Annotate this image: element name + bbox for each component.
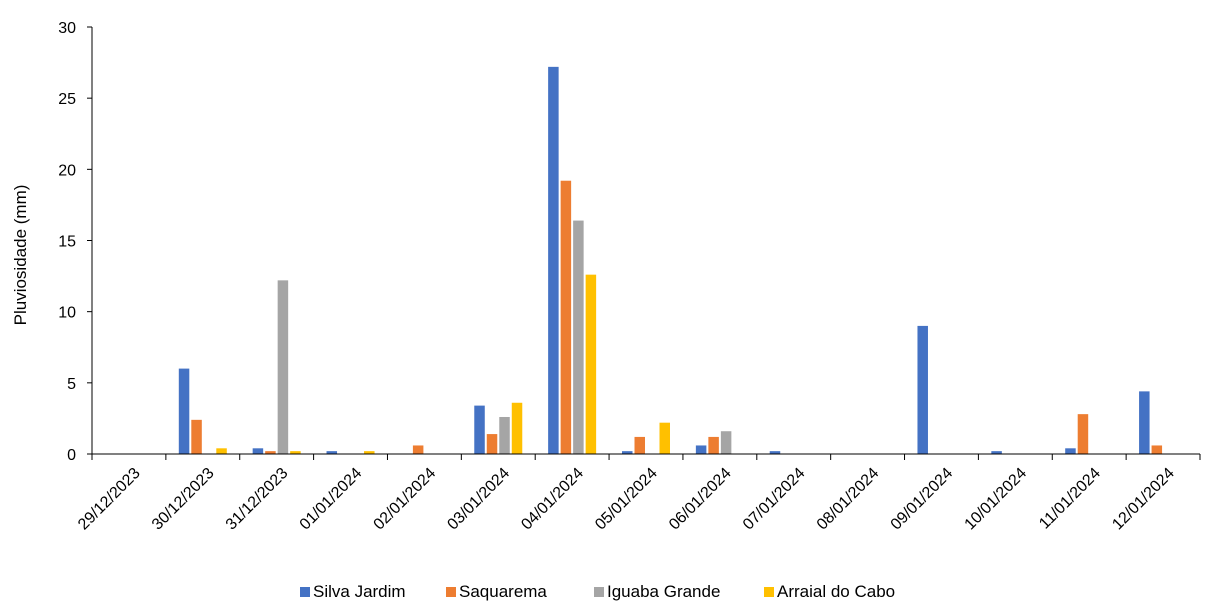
legend-swatch xyxy=(594,587,604,597)
legend-label: Silva Jardim xyxy=(313,582,406,601)
y-tick-label: 5 xyxy=(67,376,76,393)
x-tick-label: 03/01/2024 xyxy=(444,465,513,534)
bar xyxy=(548,66,559,454)
x-tick-label: 29/12/2023 xyxy=(75,465,144,534)
x-tick-label: 08/01/2024 xyxy=(814,465,883,534)
bar xyxy=(191,419,202,454)
y-tick-label: 25 xyxy=(58,91,76,108)
bar xyxy=(364,451,375,454)
bar xyxy=(560,180,572,454)
bar xyxy=(252,448,264,454)
x-tick-label: 11/01/2024 xyxy=(1036,465,1104,533)
x-tick-label: 02/01/2024 xyxy=(371,465,440,534)
bar xyxy=(511,402,523,454)
legend-label: Arraial do Cabo xyxy=(777,582,895,601)
bar xyxy=(290,451,301,454)
x-tick-label: 07/01/2024 xyxy=(740,465,809,534)
x-tick-label: 05/01/2024 xyxy=(592,465,661,534)
x-tick-label: 31/12/2023 xyxy=(223,465,292,534)
legend-item: Silva Jardim xyxy=(300,582,406,601)
y-axis-title: Pluviosidade (mm) xyxy=(11,185,30,326)
bar xyxy=(178,368,190,454)
legend-swatch xyxy=(764,587,774,597)
bar xyxy=(708,436,719,454)
bar xyxy=(622,451,633,454)
bar xyxy=(474,405,485,454)
bar xyxy=(769,451,781,454)
legend-item: Iguaba Grande xyxy=(594,582,720,601)
bar xyxy=(695,445,707,454)
bar xyxy=(1139,391,1150,454)
x-tick-label: 30/12/2023 xyxy=(149,465,218,534)
bar xyxy=(585,274,597,454)
x-tick-label: 12/01/2024 xyxy=(1109,465,1178,534)
bar xyxy=(326,451,338,454)
bar xyxy=(486,434,498,454)
bar xyxy=(659,422,670,454)
bar xyxy=(1065,448,1076,454)
y-tick-label: 0 xyxy=(67,447,76,464)
bar xyxy=(720,431,732,454)
bar xyxy=(499,416,510,454)
y-tick-label: 10 xyxy=(58,305,76,322)
bar xyxy=(1077,414,1089,454)
legend-label: Iguaba Grande xyxy=(607,582,720,601)
bar xyxy=(573,220,584,454)
bar xyxy=(412,445,424,454)
x-tick-label: 06/01/2024 xyxy=(666,465,735,534)
y-tick-label: 15 xyxy=(58,234,76,251)
legend-label: Saquarema xyxy=(459,582,547,601)
x-tick-label: 01/01/2024 xyxy=(297,465,366,534)
y-axis-title-group: Pluviosidade (mm) xyxy=(11,185,30,326)
bar xyxy=(991,451,1002,454)
x-tick-label: 09/01/2024 xyxy=(888,465,957,534)
bar xyxy=(277,280,289,454)
bar xyxy=(1151,445,1163,454)
bar xyxy=(265,451,276,454)
legend-swatch xyxy=(446,587,456,597)
y-tick-label: 30 xyxy=(58,20,76,37)
bar xyxy=(634,436,645,454)
legend: Silva Jardim Saquarema Iguaba Grande Arraia… xyxy=(300,582,895,601)
legend-item: Saquarema xyxy=(446,582,547,601)
x-tick-label: 04/01/2024 xyxy=(518,465,587,534)
y-tick-label: 20 xyxy=(58,162,76,179)
bar xyxy=(917,325,928,454)
legend-item: Arraial do Cabo xyxy=(764,582,895,601)
x-tick-label: 10/01/2024 xyxy=(962,465,1031,534)
bar xyxy=(216,448,227,454)
legend-swatch xyxy=(300,587,310,597)
